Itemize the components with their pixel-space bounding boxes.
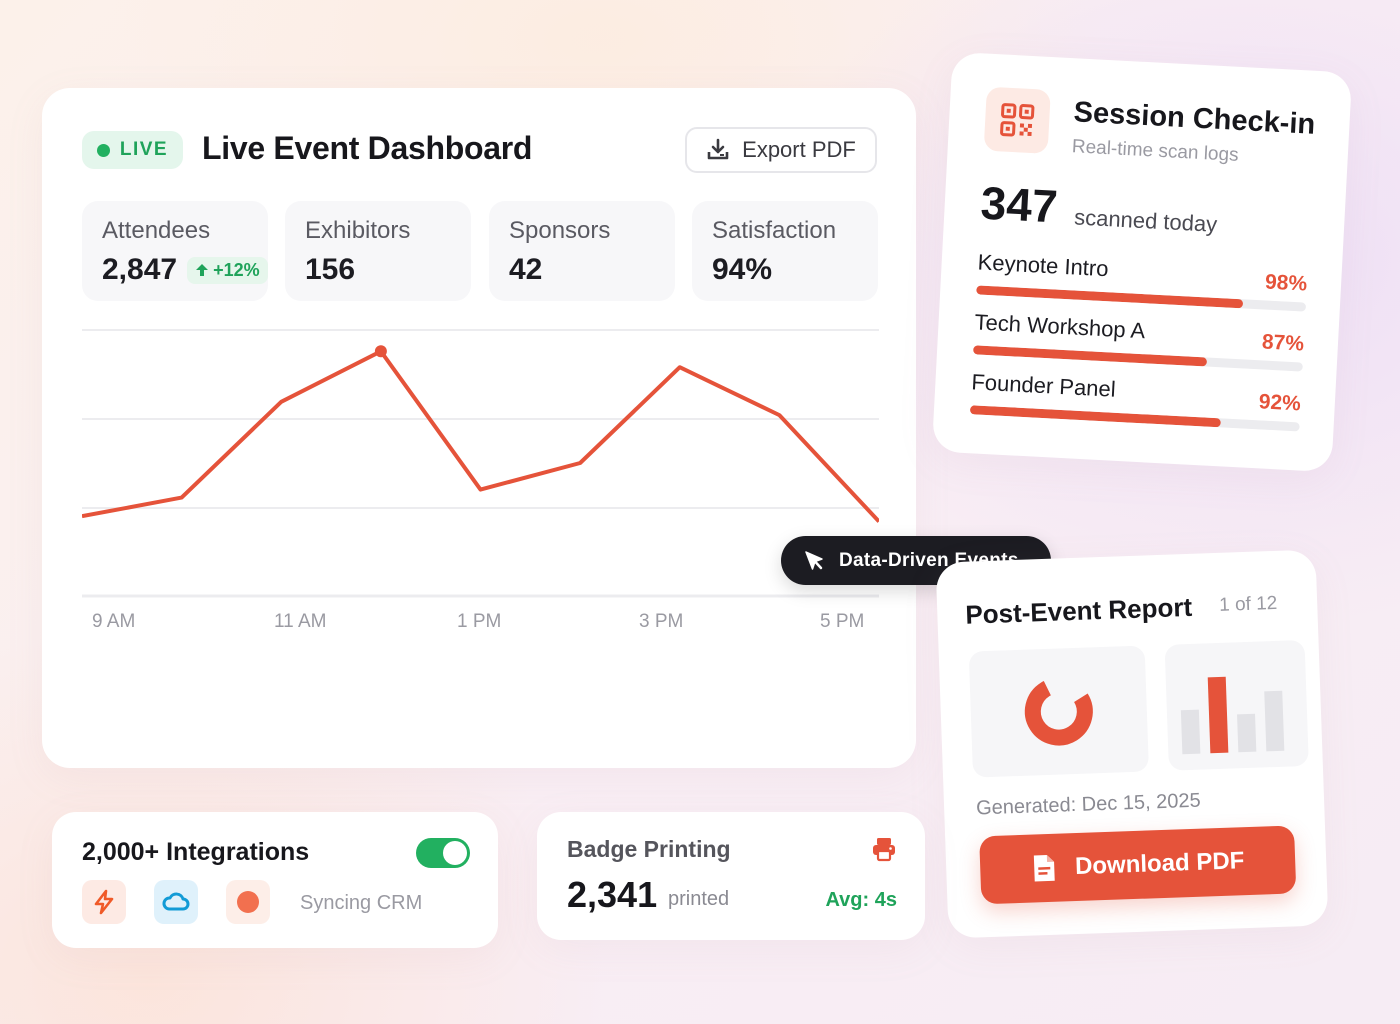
x-tick-label: 5 PM (820, 611, 864, 632)
download-icon (707, 138, 729, 160)
printer-icon (873, 838, 895, 862)
stat-attendees: Attendees 2,847 +12% (82, 201, 268, 301)
chart-series-line (82, 349, 879, 523)
report-generated-date: Generated: Dec 15, 2025 (975, 789, 1202, 820)
stat-value: 2,847 (102, 253, 178, 286)
toggle-knob (443, 841, 467, 865)
x-tick-label: 1 PM (457, 611, 501, 632)
download-pdf-label: Download PDF (1074, 847, 1245, 881)
stat-label: Attendees (102, 217, 211, 244)
scan-count: 347 (979, 176, 1059, 233)
qr-code-icon (1000, 103, 1035, 137)
session-row-keynote: Keynote Intro 98% (976, 249, 1308, 312)
integrations-toggle[interactable] (416, 838, 470, 868)
session-row-workshop: Tech Workshop A 87% (972, 309, 1305, 372)
session-progress-fill (972, 345, 1208, 367)
circle-glyph (237, 891, 259, 913)
page-title: Live Event Dashboard (202, 130, 533, 166)
badges-printed-label: printed (668, 888, 730, 910)
bar-chart-icon (1180, 676, 1285, 755)
live-label: LIVE (119, 139, 169, 160)
scan-count-label: scanned today (1073, 204, 1218, 237)
session-progress-fill (969, 405, 1221, 428)
circle-icon[interactable] (226, 880, 270, 924)
report-title: Post-Event Report (964, 591, 1193, 630)
qr-code-icon-box (983, 86, 1051, 154)
document-icon (1033, 855, 1055, 882)
lightning-glyph (94, 889, 114, 915)
stat-value-row: 2,847 +12% (102, 253, 268, 287)
session-checkin-card: Session Check-in Real-time scan logs 347… (931, 51, 1353, 473)
sync-status: Syncing CRM (300, 892, 423, 914)
download-pdf-button[interactable]: Download PDF (979, 825, 1297, 905)
cursor-icon (805, 550, 823, 570)
stat-value: 42 (509, 253, 543, 286)
live-event-dashboard-card: LIVE Live Event Dashboard Export PDF Att… (42, 88, 916, 768)
session-pct: 98% (1264, 270, 1308, 296)
stat-exhibitors: Exhibitors 156 (285, 201, 471, 301)
delta-badge: +12% (187, 256, 268, 284)
x-tick-label: 3 PM (639, 611, 683, 632)
lightning-icon[interactable] (82, 880, 126, 924)
stat-value: 156 (305, 253, 356, 286)
cloud-glyph (162, 892, 190, 911)
report-thumbnail-donut[interactable] (968, 645, 1149, 778)
badges-printed-count: 2,341 (567, 874, 658, 915)
session-pct: 87% (1261, 330, 1305, 356)
stat-label: Satisfaction (712, 217, 837, 244)
chart-highlight-point[interactable] (374, 345, 387, 358)
delta-value: +12% (213, 259, 260, 280)
checkin-title: Session Check-in (1072, 96, 1317, 141)
cloud-icon[interactable] (154, 880, 198, 924)
attendance-line-chart: 9 AM 11 AM 1 PM 3 PM 5 PM (82, 329, 879, 632)
stat-sponsors: Sponsors 42 (489, 201, 675, 301)
export-pdf-button[interactable]: Export PDF (685, 127, 877, 173)
stat-label: Exhibitors (305, 217, 411, 244)
export-pdf-label: Export PDF (742, 137, 856, 162)
session-name: Keynote Intro (977, 249, 1110, 282)
badge-printing-title: Badge Printing (567, 836, 731, 862)
integrations-title: 2,000+ Integrations (82, 838, 310, 866)
checkin-subtitle: Real-time scan logs (1071, 136, 1240, 166)
session-row-founder-panel: Founder Panel 92% (969, 369, 1302, 432)
stat-satisfaction: Satisfaction 94% (692, 201, 878, 301)
stat-label: Sponsors (509, 217, 611, 244)
stat-value: 94% (712, 253, 773, 286)
session-name: Tech Workshop A (973, 309, 1146, 344)
session-pct: 92% (1258, 390, 1302, 416)
session-progress-fill (976, 285, 1244, 309)
post-event-report-card: Post-Event Report 1 of 12 Generated: Dec… (935, 549, 1329, 939)
x-tick-label: 9 AM (92, 611, 135, 632)
arrow-up-icon (196, 264, 209, 276)
integrations-card: 2,000+ Integrations Syncing CRM (52, 812, 498, 948)
report-page-indicator: 1 of 12 (1218, 592, 1278, 616)
live-badge: LIVE (82, 131, 183, 169)
average-print-time: Avg: 4s (825, 889, 897, 911)
session-name: Founder Panel (970, 369, 1117, 402)
donut-chart-icon (1024, 677, 1093, 746)
x-tick-label: 11 AM (274, 611, 326, 632)
live-dot-icon (96, 143, 110, 157)
report-thumbnail-bars[interactable] (1164, 639, 1309, 771)
badge-printing-card: Badge Printing 2,341 printed Avg: 4s (537, 812, 925, 940)
